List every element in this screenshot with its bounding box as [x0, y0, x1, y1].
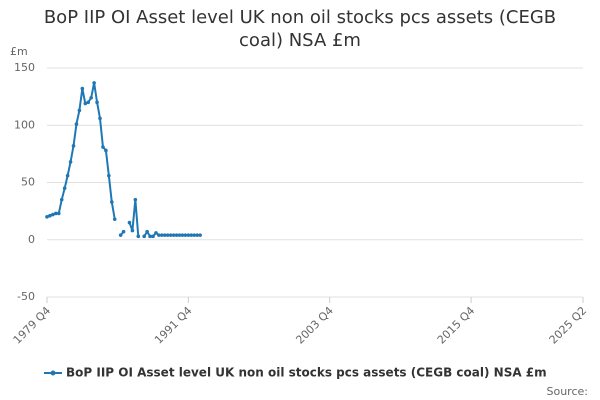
- point: [171, 233, 176, 237]
- legend-marker: [50, 370, 56, 376]
- point: [48, 213, 52, 218]
- x-tick-label: 2015 Q4: [435, 304, 478, 347]
- point: [118, 233, 123, 237]
- point: [68, 160, 73, 164]
- point: [142, 234, 146, 239]
- point: [192, 233, 197, 237]
- point: [133, 197, 138, 202]
- point: [83, 101, 88, 106]
- source: Source:: [547, 385, 589, 398]
- point: [62, 186, 67, 191]
- point: [95, 100, 99, 105]
- y-tick-label: 100: [14, 118, 35, 131]
- point: [163, 233, 167, 237]
- y-unit: £m: [10, 45, 28, 58]
- y-tick-label: -50: [17, 290, 35, 303]
- point: [198, 233, 202, 237]
- point: [130, 228, 135, 233]
- point: [65, 173, 70, 178]
- point: [98, 116, 102, 121]
- point: [101, 145, 105, 149]
- point: [148, 234, 152, 239]
- point: [145, 229, 149, 234]
- point: [112, 217, 117, 221]
- point: [74, 122, 79, 126]
- point: [104, 148, 108, 153]
- x-tick-label: 2025 Q2: [547, 304, 590, 347]
- point: [160, 233, 164, 237]
- point: [77, 108, 82, 113]
- point: [59, 197, 64, 202]
- point: [183, 233, 188, 237]
- x-tick-label: 1979 Q4: [11, 304, 54, 347]
- point: [180, 233, 185, 237]
- y-tick-label: 0: [28, 233, 35, 246]
- point: [165, 233, 170, 237]
- point: [127, 220, 132, 225]
- point: [56, 211, 61, 216]
- legend-label: BoP IIP OI Asset level UK non oil stocks…: [66, 366, 547, 380]
- point: [121, 229, 126, 234]
- point: [51, 212, 55, 217]
- point: [154, 231, 158, 235]
- point: [186, 233, 191, 237]
- point: [54, 211, 58, 216]
- point: [92, 81, 96, 85]
- point: [80, 86, 85, 91]
- x-tick-label: 2003 Q4: [293, 304, 336, 347]
- series-line: [46, 82, 201, 238]
- x-tick-label: 1991 Q4: [152, 304, 195, 347]
- point: [195, 233, 199, 237]
- point: [157, 233, 161, 237]
- point: [86, 100, 91, 105]
- point: [45, 215, 49, 219]
- point: [136, 234, 141, 239]
- point: [177, 233, 182, 237]
- point: [71, 144, 76, 148]
- point: [151, 234, 155, 239]
- point: [174, 233, 179, 237]
- y-tick-label: 150: [14, 61, 35, 74]
- point: [107, 173, 111, 178]
- point: [89, 95, 93, 100]
- point: [168, 233, 173, 237]
- point: [109, 200, 114, 204]
- y-tick-label: 50: [21, 176, 35, 189]
- point: [189, 233, 194, 237]
- chart-title: BoP IIP OI Asset level UK non oil stocks…: [43, 7, 557, 51]
